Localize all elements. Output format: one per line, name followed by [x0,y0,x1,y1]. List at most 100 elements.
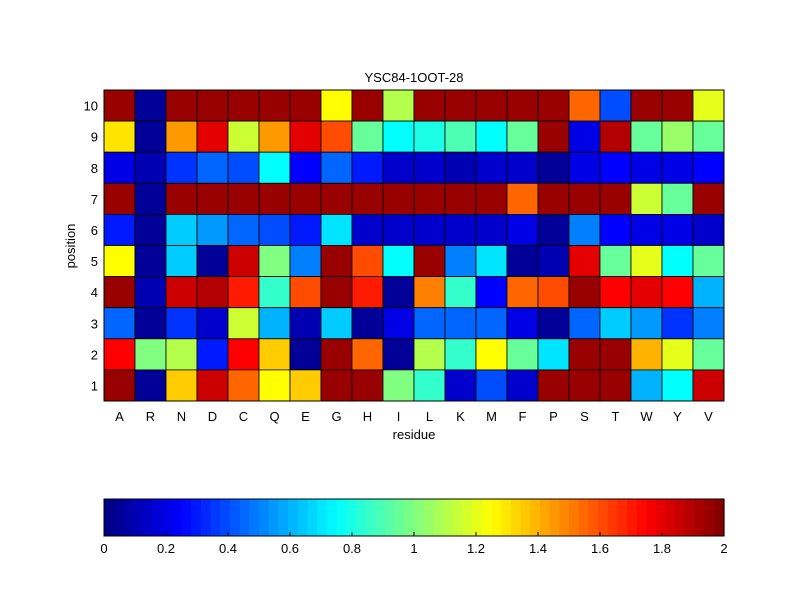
heatmap-cell [382,307,415,340]
heatmap-cell [351,369,384,402]
heatmap-cell [661,369,694,402]
heatmap-cell [289,307,322,340]
heatmap-cell [227,338,260,371]
heatmap-cell [568,182,601,215]
colorbar-segment [239,499,250,536]
heatmap-cell [258,213,291,246]
heatmap-cell [568,307,601,340]
heatmap-cell [630,213,663,246]
colorbar-segment [636,499,648,536]
colorbar-segment [510,499,522,536]
colorbar-tick-label: 1.4 [529,541,547,556]
heatmap-cell [320,307,353,340]
heatmap-cell [134,307,167,340]
heatmap-cell [568,369,601,402]
heatmap-cell [692,182,725,215]
heatmap-cell [599,120,632,153]
x-axis-label: residue [393,427,436,442]
heatmap-cell [103,245,136,278]
heatmap-cell [258,89,291,122]
colorbar-segment [336,499,347,536]
y-tick-label: 3 [91,316,98,331]
y-tick-label: 7 [91,192,98,207]
x-tick-label: P [549,409,558,424]
colorbar-segment [569,499,580,536]
heatmap-cell [320,276,353,309]
colorbar-segment [539,499,551,536]
heatmap-cell [475,276,508,309]
x-tick-label: Y [673,409,682,424]
colorbar-segment [549,499,560,536]
heatmap-cell [165,151,198,184]
colorbar-segment [181,499,192,536]
heatmap-cell [630,369,663,402]
heatmap-cell [227,89,260,122]
heatmap-cell [599,369,632,402]
heatmap-cell [196,151,229,184]
heatmap-cell [413,89,446,122]
heatmap-cell [134,213,167,246]
heatmap-cell [630,276,663,309]
y-tick-label: 5 [91,254,98,269]
colorbar-segment [365,499,376,536]
heatmap-cell [599,89,632,122]
heatmap-cell [630,182,663,215]
heatmap-cell [196,213,229,246]
heatmap-cell [227,213,260,246]
heatmap-cell [320,369,353,402]
colorbar-segment [297,499,309,536]
colorbar-tick-labels: 0 0.2 0.4 0.6 0.8 1 1.2 1.4 1.6 1.8 2 [100,532,728,556]
colorbar-segment [530,499,541,536]
colorbar-segment [414,499,425,536]
heatmap-cell [506,276,539,309]
colorbar-segment [452,499,464,536]
colorbar-segment [588,499,599,536]
y-tick-label: 1 [91,378,98,393]
heatmap-cell [134,338,167,371]
heatmap-cell [227,120,260,153]
heatmap-cell [351,213,384,246]
colorbar-tick-label: 0 [100,541,107,556]
heatmap-cell [103,120,136,153]
heatmap-cell [630,245,663,278]
heatmap-cell [134,369,167,402]
colorbar-segment [162,499,173,536]
colorbar-segment [142,499,154,536]
colorbar-segment [133,499,144,536]
x-tick-label: E [301,409,310,424]
heatmap-cell [382,245,415,278]
heatmap-cell [506,307,539,340]
heatmap-cell [630,151,663,184]
heatmap-cell [630,120,663,153]
colorbar-segment [520,499,531,536]
heatmap-cell [506,245,539,278]
heatmap-cell [506,120,539,153]
heatmap-cell [475,182,508,215]
heatmap-cell [661,151,694,184]
heatmap-cell [165,276,198,309]
heatmap-cell [382,213,415,246]
x-tick-label: T [612,409,620,424]
heatmap-cell [537,369,570,402]
heatmap-cell [599,182,632,215]
heatmap-cell [692,89,725,122]
colorbar-segment [200,499,212,536]
heatmap-cell [444,276,477,309]
heatmap-cell [661,120,694,153]
heatmap-cell [661,276,694,309]
x-tick-label: G [331,409,341,424]
x-tick-label: S [580,409,589,424]
heatmap-cell [103,89,136,122]
y-tick-label: 10 [84,99,98,114]
colorbar-segment [346,499,357,536]
heatmap-cell [692,245,725,278]
colorbar-segment [394,499,405,536]
heatmap-cell [289,120,322,153]
heatmap-cell [258,182,291,215]
colorbar-segment [433,499,444,536]
colorbar-segment [675,499,686,536]
heatmap-cell [258,151,291,184]
colorbar-segment [171,499,183,536]
heatmap-cell [661,307,694,340]
